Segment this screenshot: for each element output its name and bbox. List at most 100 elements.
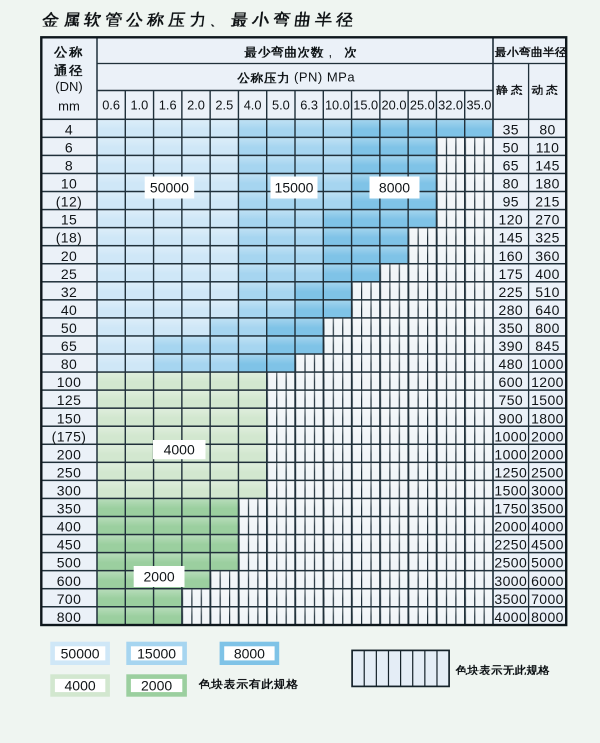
svg-text:50000: 50000 (61, 645, 100, 661)
svg-text:280: 280 (499, 302, 524, 318)
svg-text:225: 225 (499, 284, 524, 300)
svg-text:20.0: 20.0 (382, 98, 407, 113)
svg-text:2250: 2250 (494, 537, 527, 553)
svg-text:,: , (329, 45, 333, 60)
svg-text:65: 65 (61, 338, 77, 354)
svg-text:4000: 4000 (164, 442, 195, 458)
svg-text:4: 4 (65, 121, 73, 137)
svg-text:1.6: 1.6 (159, 98, 177, 113)
svg-text:1500: 1500 (494, 483, 527, 499)
svg-text:400: 400 (57, 519, 82, 535)
svg-text:0.6: 0.6 (102, 98, 120, 113)
svg-text:1750: 1750 (494, 501, 527, 517)
svg-text:3500: 3500 (531, 501, 564, 517)
svg-text:35: 35 (503, 121, 519, 137)
svg-text:480: 480 (499, 356, 524, 372)
svg-text:10: 10 (61, 176, 77, 192)
svg-text:80: 80 (539, 121, 555, 137)
svg-text:1250: 1250 (494, 464, 527, 480)
svg-text:300: 300 (57, 483, 82, 499)
svg-text:1200: 1200 (531, 374, 564, 390)
svg-text:1500: 1500 (531, 392, 564, 408)
svg-text:145: 145 (535, 158, 560, 174)
svg-text:2000: 2000 (141, 678, 172, 694)
svg-text:8000: 8000 (379, 180, 410, 196)
svg-text:4.0: 4.0 (244, 98, 262, 113)
svg-text:110: 110 (536, 140, 560, 156)
svg-text:3000: 3000 (494, 573, 527, 589)
svg-text:15: 15 (61, 212, 77, 228)
svg-text:350: 350 (57, 501, 82, 517)
svg-text:6.3: 6.3 (300, 98, 318, 113)
svg-text:(175): (175) (52, 428, 87, 444)
svg-text:1800: 1800 (531, 410, 564, 426)
svg-text:350: 350 (499, 320, 524, 336)
svg-text:10.0: 10.0 (325, 98, 350, 113)
svg-text:2000: 2000 (531, 446, 564, 462)
svg-text:800: 800 (57, 609, 82, 625)
svg-text:400: 400 (535, 266, 560, 282)
svg-text:180: 180 (535, 176, 560, 192)
svg-text:35.0: 35.0 (466, 98, 491, 113)
svg-text:360: 360 (535, 248, 560, 264)
svg-text:5.0: 5.0 (272, 98, 290, 113)
svg-text:175: 175 (499, 266, 524, 282)
svg-text:600: 600 (57, 573, 82, 589)
svg-text:600: 600 (499, 374, 524, 390)
svg-text:800: 800 (535, 320, 560, 336)
svg-text:50: 50 (503, 140, 519, 156)
svg-text:160: 160 (499, 248, 524, 264)
svg-text:20: 20 (61, 248, 77, 264)
svg-text:270: 270 (535, 212, 560, 228)
svg-text:50000: 50000 (150, 180, 189, 196)
svg-text:640: 640 (535, 302, 560, 318)
svg-text:95: 95 (503, 194, 519, 210)
svg-text:3500: 3500 (494, 591, 527, 607)
svg-text:390: 390 (499, 338, 524, 354)
svg-text:8: 8 (65, 158, 73, 174)
svg-text:1000: 1000 (531, 356, 564, 372)
svg-text:5000: 5000 (531, 555, 564, 571)
svg-text:250: 250 (57, 464, 82, 480)
svg-text:32: 32 (61, 284, 77, 300)
svg-text:(PN) MPa: (PN) MPa (294, 69, 355, 84)
svg-text:750: 750 (499, 392, 524, 408)
svg-text:2000: 2000 (144, 569, 175, 585)
svg-text:500: 500 (57, 555, 82, 571)
svg-text:8000: 8000 (234, 645, 265, 661)
svg-text:80: 80 (503, 176, 519, 192)
svg-text:900: 900 (499, 410, 524, 426)
svg-text:845: 845 (535, 338, 560, 354)
svg-text:15000: 15000 (275, 180, 314, 196)
svg-text:325: 325 (535, 230, 560, 246)
svg-text:4000: 4000 (65, 678, 96, 694)
svg-text:700: 700 (57, 591, 82, 607)
svg-text:25: 25 (61, 266, 77, 282)
svg-text:15.0: 15.0 (353, 98, 378, 113)
svg-text:2500: 2500 (531, 464, 564, 480)
svg-text:215: 215 (535, 194, 560, 210)
svg-text:200: 200 (57, 446, 82, 462)
svg-text:120: 120 (499, 212, 524, 228)
svg-text:125: 125 (57, 392, 82, 408)
svg-text:(12): (12) (56, 194, 83, 210)
svg-text:8000: 8000 (531, 609, 564, 625)
svg-text:3000: 3000 (531, 483, 564, 499)
svg-text:145: 145 (499, 230, 524, 246)
svg-text:1000: 1000 (494, 446, 527, 462)
svg-text:1.0: 1.0 (131, 98, 149, 113)
svg-text:2000: 2000 (494, 519, 527, 535)
svg-text:32.0: 32.0 (438, 98, 463, 113)
svg-text:mm: mm (58, 99, 80, 114)
svg-text:15000: 15000 (137, 645, 176, 661)
svg-text:(18): (18) (56, 230, 83, 246)
svg-text:150: 150 (57, 410, 82, 426)
svg-text:510: 510 (535, 284, 560, 300)
svg-text:2.0: 2.0 (187, 98, 205, 113)
svg-text:4500: 4500 (531, 537, 564, 553)
svg-text:4000: 4000 (531, 519, 564, 535)
svg-text:4000: 4000 (494, 609, 527, 625)
svg-text:(DN): (DN) (55, 79, 82, 94)
svg-text:6: 6 (65, 140, 73, 156)
svg-text:6000: 6000 (531, 573, 564, 589)
